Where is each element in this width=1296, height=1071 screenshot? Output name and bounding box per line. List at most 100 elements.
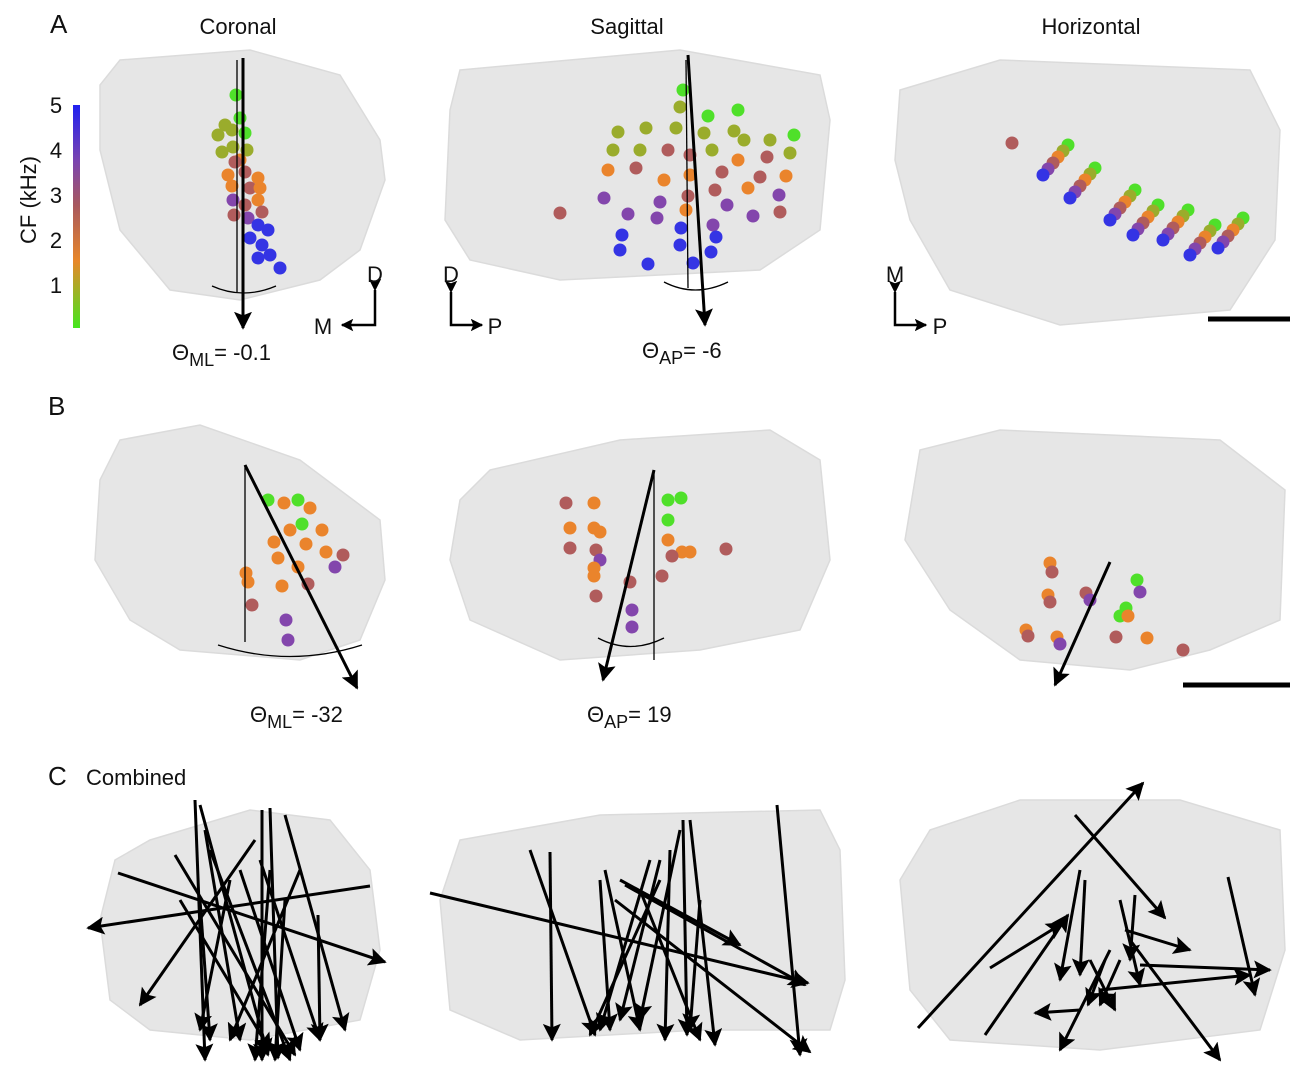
site (780, 170, 793, 183)
site (300, 538, 313, 551)
angle-subscript: ML (267, 712, 292, 732)
site (1022, 630, 1035, 643)
volume (450, 430, 830, 660)
site (728, 125, 741, 138)
site (773, 189, 786, 202)
site (264, 249, 277, 262)
site (662, 534, 675, 547)
site (1037, 169, 1050, 182)
site (747, 210, 760, 223)
site (607, 144, 620, 157)
site (626, 604, 639, 617)
site (774, 206, 787, 219)
site (1104, 214, 1117, 227)
site (1110, 631, 1123, 644)
site (1157, 234, 1170, 247)
site (666, 550, 679, 563)
colorbar-ticks: 12345 (50, 93, 62, 298)
angle-symbol: Θ (250, 702, 267, 727)
site (244, 232, 257, 245)
site (706, 144, 719, 157)
site (732, 154, 745, 167)
site (242, 576, 255, 589)
angle-label: ΘML= -0.1 (172, 340, 271, 370)
direction-label: D (443, 262, 459, 287)
colorbar-tick-label: 1 (50, 273, 62, 298)
site (588, 497, 601, 510)
angle-symbol: Θ (172, 340, 189, 365)
angle-subscript: AP (659, 348, 683, 368)
site (1046, 566, 1059, 579)
gradient-arrow (550, 852, 552, 1040)
site (278, 497, 291, 510)
site (296, 518, 309, 531)
site (754, 171, 767, 184)
site (268, 536, 281, 549)
site (702, 110, 715, 123)
site (612, 126, 625, 139)
colorbar-tick-label: 2 (50, 228, 62, 253)
site (662, 144, 675, 157)
volume (95, 425, 385, 660)
site (616, 229, 629, 242)
site (252, 252, 265, 265)
orientation-axes (895, 292, 926, 325)
direction-label: M (314, 314, 332, 339)
site (640, 122, 653, 135)
view-title: Coronal (199, 14, 276, 39)
colorbar-tick-label: 3 (50, 183, 62, 208)
site (674, 239, 687, 252)
site (662, 514, 675, 527)
site (709, 184, 722, 197)
orientation-axes (451, 292, 482, 325)
site (721, 199, 734, 212)
site (560, 497, 573, 510)
site (656, 570, 669, 583)
panel-label: C (48, 761, 67, 791)
site (564, 522, 577, 535)
site (684, 546, 697, 559)
site (761, 151, 774, 164)
site (564, 542, 577, 555)
site (252, 194, 265, 207)
gradient-arrow (318, 915, 320, 1040)
panel-label: B (48, 391, 65, 421)
site (280, 614, 293, 627)
site (784, 147, 797, 160)
angle-subscript: AP (604, 712, 628, 732)
site (680, 204, 693, 217)
direction-label: P (933, 314, 948, 339)
site (634, 144, 647, 157)
site (594, 526, 607, 539)
site (654, 196, 667, 209)
site (1184, 249, 1197, 262)
site (239, 127, 252, 140)
site (228, 209, 241, 222)
volume (895, 60, 1280, 325)
site (677, 84, 690, 97)
panel-label: A (50, 9, 68, 39)
direction-label: D (367, 262, 383, 287)
angle-label: ΘAP= 19 (587, 702, 672, 732)
direction-label: P (488, 314, 503, 339)
site (1141, 632, 1154, 645)
site (554, 207, 567, 220)
site (1054, 638, 1067, 651)
site (674, 101, 687, 114)
site (675, 492, 688, 505)
site (590, 590, 603, 603)
site (1127, 229, 1140, 242)
site (675, 222, 688, 235)
view-title: Sagittal (590, 14, 663, 39)
site (658, 174, 671, 187)
site (304, 502, 317, 515)
site (1134, 586, 1147, 599)
site (588, 570, 601, 583)
site (1122, 610, 1135, 623)
colorbar-label: CF (kHz) (16, 156, 41, 244)
site (234, 112, 247, 125)
site (282, 634, 295, 647)
panel-title: Combined (86, 765, 186, 790)
site (602, 164, 615, 177)
angle-value: = 19 (628, 702, 671, 727)
